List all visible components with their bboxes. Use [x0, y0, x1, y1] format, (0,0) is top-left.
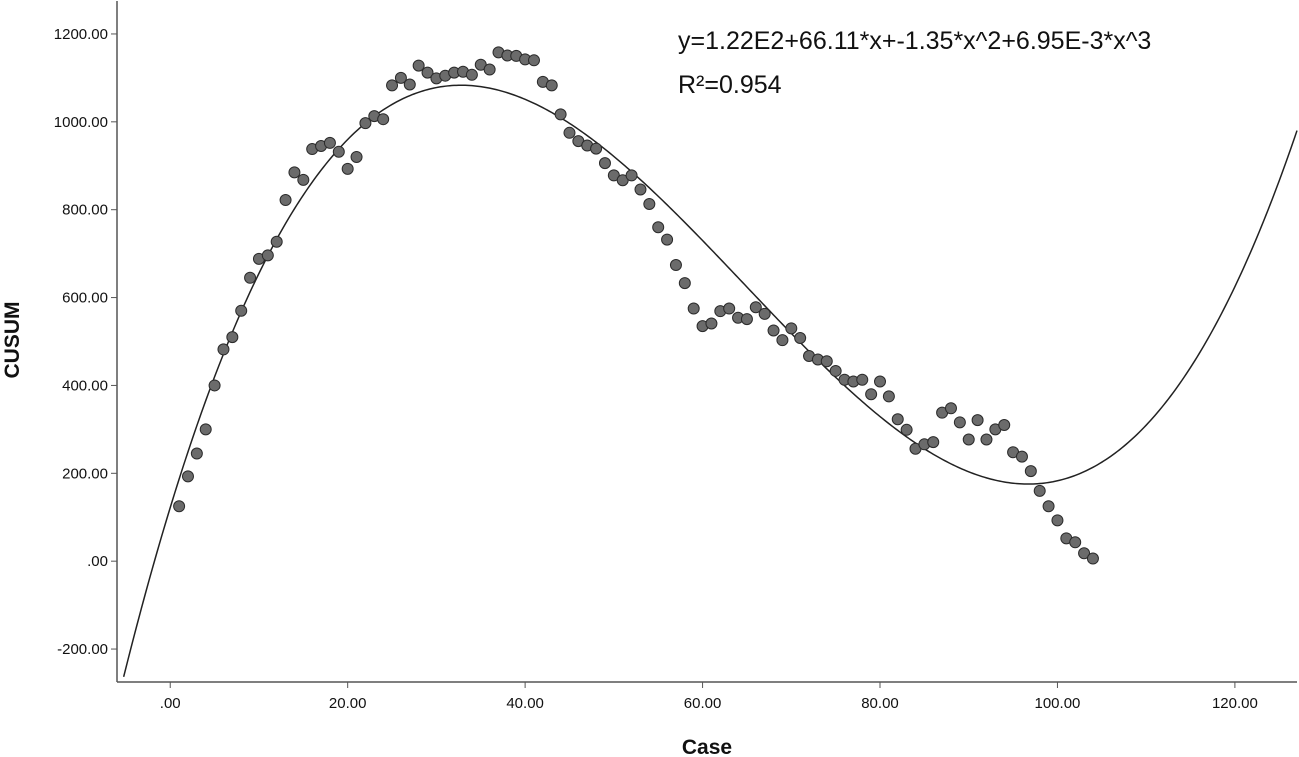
x-tick-label: 20.00: [329, 695, 367, 712]
data-point: [217, 343, 230, 356]
data-point: [341, 162, 354, 175]
fit-equation-annotation: y=1.22E2+66.11*x+-1.35*x^2+6.95E-3*x^3: [678, 27, 1151, 55]
data-point: [270, 235, 283, 248]
data-point: [323, 136, 336, 149]
data-points: [173, 46, 1099, 565]
data-point: [705, 317, 718, 330]
data-point: [785, 322, 798, 335]
data-point: [758, 307, 771, 320]
data-point: [261, 249, 274, 262]
data-point: [643, 197, 656, 210]
data-point: [386, 79, 399, 92]
data-point: [288, 166, 301, 179]
data-point: [652, 221, 665, 234]
data-point: [421, 66, 434, 79]
data-point: [971, 414, 984, 427]
data-point: [359, 117, 372, 130]
data-point: [350, 150, 363, 163]
y-tick-label: .00: [87, 553, 108, 570]
y-tick-label: -200.00: [57, 641, 108, 658]
data-point: [554, 108, 567, 121]
data-point: [527, 54, 540, 67]
y-tick-label: 1200.00: [54, 26, 108, 43]
x-tick-label: 100.00: [1035, 695, 1081, 712]
data-point: [1024, 465, 1037, 478]
data-point: [891, 413, 904, 426]
data-point: [927, 436, 940, 449]
x-axis-title: Case: [682, 736, 732, 757]
data-point: [1051, 514, 1064, 527]
data-point: [678, 277, 691, 290]
data-point: [767, 324, 780, 337]
data-point: [598, 157, 611, 170]
cubic-fit-curve: [122, 84, 1298, 678]
data-point: [661, 233, 674, 246]
x-ticks: .00 20.00 40.00 60.00 80.00 100.00 120.00: [160, 682, 1258, 712]
data-point: [235, 304, 248, 317]
data-point: [279, 194, 292, 207]
data-point: [1078, 547, 1091, 560]
data-point: [1042, 500, 1055, 513]
data-point: [900, 423, 913, 436]
x-tick-label: 40.00: [506, 695, 544, 712]
data-point: [856, 373, 869, 386]
data-point: [1086, 552, 1099, 565]
data-point: [634, 183, 647, 196]
data-point: [190, 447, 203, 460]
data-point: [865, 388, 878, 401]
data-point: [545, 79, 558, 92]
data-point: [625, 169, 638, 182]
data-point: [953, 416, 966, 429]
data-point: [980, 433, 993, 446]
data-point: [377, 113, 390, 126]
data-point: [1015, 450, 1028, 463]
data-point: [829, 364, 842, 377]
data-point: [820, 355, 833, 368]
data-point: [740, 313, 753, 326]
data-point: [465, 68, 478, 81]
data-point: [882, 390, 895, 403]
data-point: [590, 142, 603, 155]
data-point: [563, 126, 576, 139]
data-point: [199, 423, 212, 436]
data-point: [944, 402, 957, 415]
data-point: [669, 259, 682, 272]
data-point: [412, 59, 425, 72]
data-point: [483, 63, 496, 76]
data-point: [962, 433, 975, 446]
y-ticks: -200.00 .00 200.00 400.00 600.00 800.00 1000.0…: [54, 26, 117, 658]
data-point: [723, 302, 736, 315]
r-squared-annotation: R²=0.954: [678, 71, 782, 99]
data-point: [794, 331, 807, 344]
y-tick-label: 200.00: [62, 465, 108, 482]
x-tick-label: .00: [160, 695, 181, 712]
data-point: [1033, 484, 1046, 497]
axes: [116, 1, 1297, 683]
data-point: [394, 71, 407, 84]
data-point: [687, 302, 700, 315]
data-point: [403, 78, 416, 91]
y-axis-title: CUSUM: [1, 302, 24, 379]
data-point: [173, 500, 186, 513]
data-point: [208, 379, 221, 392]
data-point: [1069, 536, 1082, 549]
y-tick-label: 400.00: [62, 377, 108, 394]
x-tick-label: 120.00: [1212, 695, 1258, 712]
data-point: [181, 470, 194, 483]
x-tick-label: 80.00: [861, 695, 899, 712]
data-point: [226, 331, 239, 344]
data-point: [749, 301, 762, 314]
y-tick-label: 1000.00: [54, 114, 108, 131]
y-tick-label: 600.00: [62, 290, 108, 307]
data-point: [998, 418, 1011, 431]
y-tick-label: 800.00: [62, 202, 108, 219]
x-tick-label: 60.00: [684, 695, 722, 712]
data-point: [776, 334, 789, 347]
data-point: [874, 375, 887, 388]
data-point: [297, 173, 310, 186]
data-point: [244, 271, 257, 284]
data-point: [332, 145, 345, 158]
